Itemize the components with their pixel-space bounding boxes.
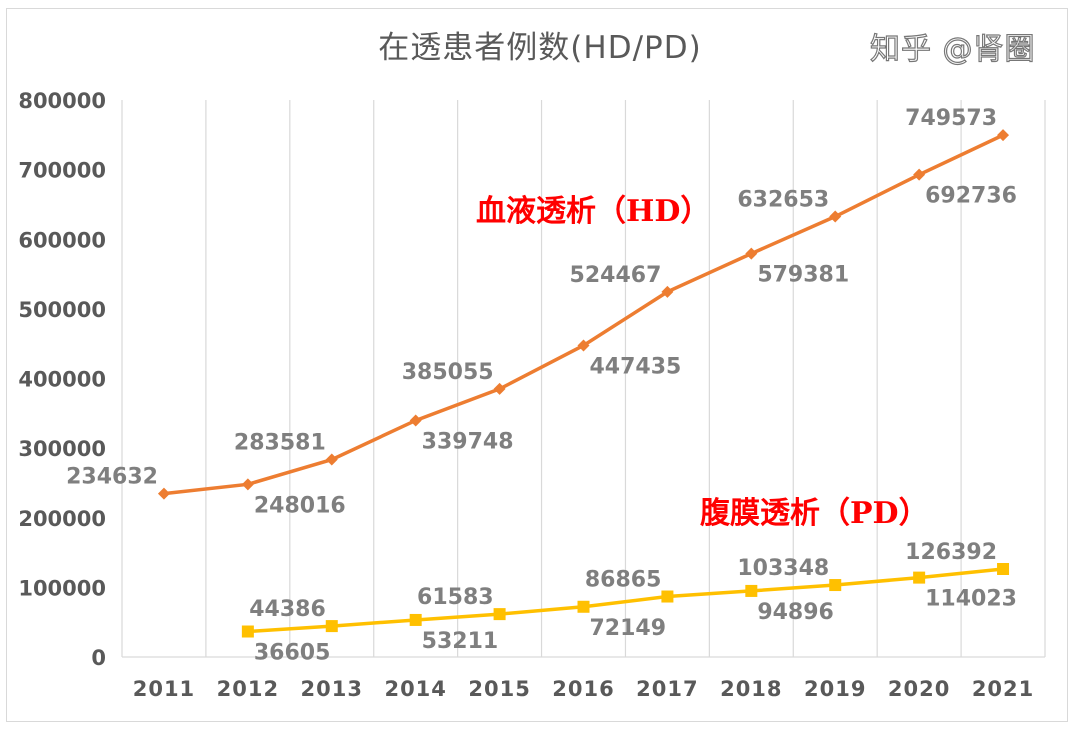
data-label: 632653 <box>737 188 829 213</box>
x-tick-label: 2013 <box>301 677 363 701</box>
y-tick-label: 800000 <box>18 89 106 113</box>
data-label: 103348 <box>737 556 829 581</box>
data-label: 72149 <box>590 616 667 641</box>
x-tick-label: 2011 <box>133 677 195 701</box>
y-tick-label: 300000 <box>18 437 106 461</box>
x-tick-label: 2017 <box>636 677 698 701</box>
data-point-marker <box>913 168 926 181</box>
x-tick-label: 2014 <box>384 677 446 701</box>
data-point-marker <box>745 584 758 597</box>
data-point-marker <box>913 571 926 584</box>
data-label: 692736 <box>925 184 1017 209</box>
data-point-marker <box>661 590 674 603</box>
data-label: 86865 <box>585 568 662 593</box>
data-point-marker <box>577 600 590 613</box>
y-tick-label: 400000 <box>18 368 106 392</box>
data-point-marker <box>997 562 1010 575</box>
x-tick-label: 2016 <box>552 677 614 701</box>
data-label: 248016 <box>254 493 346 518</box>
series-line-pd <box>247 567 1004 634</box>
x-tick-label: 2020 <box>888 677 950 701</box>
watermark: 知乎 @肾圈 <box>869 31 1036 67</box>
chart-frame <box>6 8 1068 722</box>
data-label: 447435 <box>590 354 682 379</box>
data-point-marker <box>493 608 506 621</box>
data-point-marker <box>157 487 170 500</box>
data-label: 44386 <box>249 597 326 622</box>
data-point-marker <box>661 285 674 298</box>
y-tick-label: 200000 <box>18 507 106 531</box>
y-tick-label: 100000 <box>18 576 106 600</box>
x-tick-label: 2018 <box>720 677 782 701</box>
data-label: 283581 <box>234 431 326 456</box>
data-label: 524467 <box>570 263 662 288</box>
annotation-hd: 血液透析（HD） <box>476 194 711 229</box>
x-tick-label: 2021 <box>972 677 1034 701</box>
data-label: 385055 <box>402 360 494 385</box>
data-point-marker <box>409 414 422 427</box>
data-point-marker <box>325 620 338 633</box>
chart-title: 在透患者例数(HD/PD) <box>378 30 702 66</box>
data-point-marker <box>409 613 422 626</box>
data-label: 36605 <box>254 641 331 666</box>
y-tick-label: 500000 <box>18 298 106 322</box>
x-tick-label: 2015 <box>468 677 530 701</box>
x-tick-label: 2012 <box>217 677 279 701</box>
data-point-marker <box>493 382 506 395</box>
data-point-marker <box>997 129 1010 142</box>
data-point-marker <box>325 453 338 466</box>
x-tick-label: 2019 <box>804 677 866 701</box>
data-label: 114023 <box>925 587 1017 612</box>
data-label: 126392 <box>905 540 997 565</box>
data-label: 234632 <box>66 465 158 490</box>
data-label: 61583 <box>417 585 494 610</box>
y-tick-label: 0 <box>91 646 106 670</box>
data-point-marker <box>745 247 758 260</box>
data-label: 579381 <box>757 263 849 288</box>
data-label: 339748 <box>422 429 514 454</box>
data-label: 749573 <box>905 106 997 131</box>
data-point-marker <box>829 579 842 592</box>
y-tick-label: 600000 <box>18 228 106 252</box>
data-point-marker <box>241 478 254 491</box>
data-point-marker <box>577 339 590 352</box>
data-point-marker <box>241 625 254 638</box>
data-label: 53211 <box>422 629 499 654</box>
annotation-pd: 腹膜透析（PD） <box>700 496 929 531</box>
y-tick-label: 700000 <box>18 159 106 183</box>
data-point-marker <box>829 210 842 223</box>
data-label: 94896 <box>757 600 834 625</box>
